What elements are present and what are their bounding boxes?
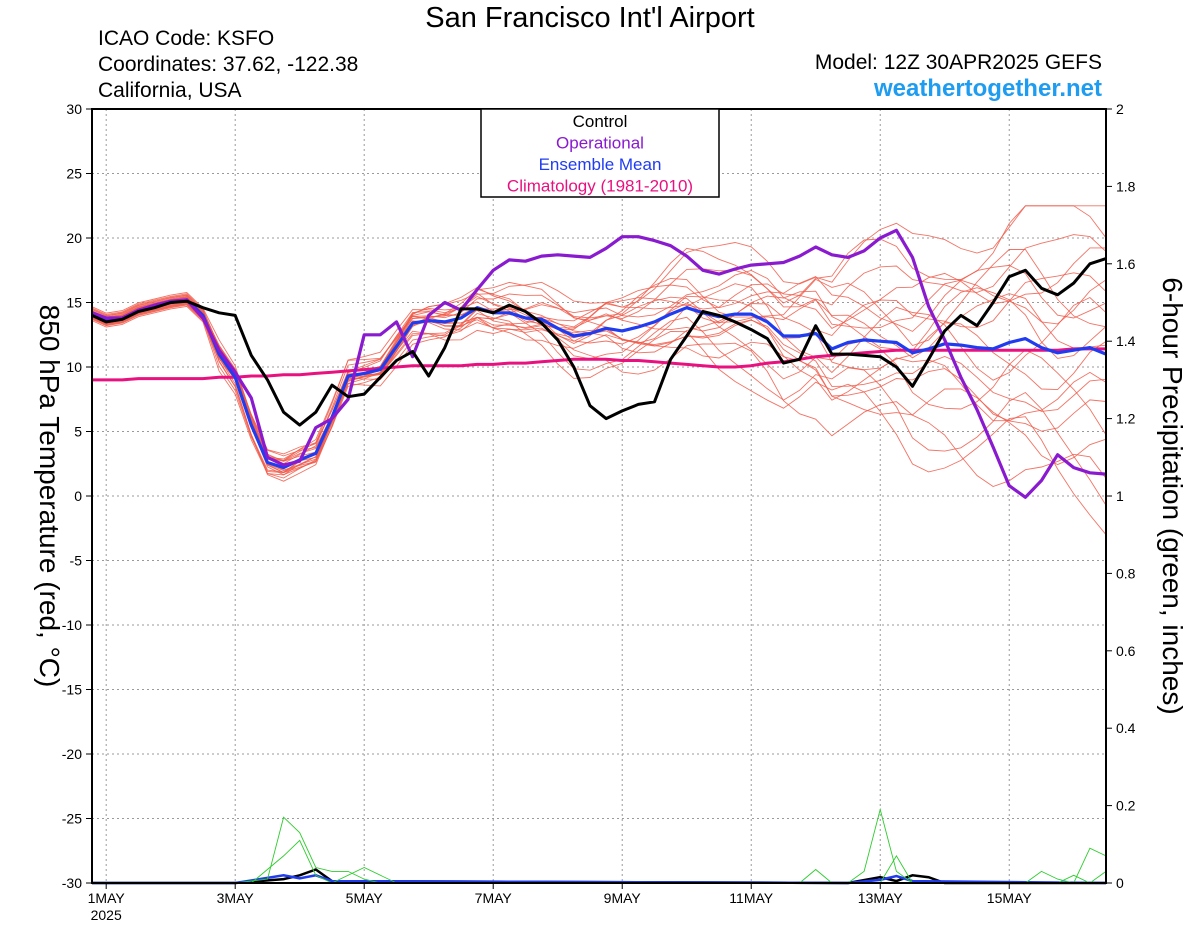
y-tick-label: 25: [66, 166, 82, 182]
y2-tick-label: 0.8: [1116, 565, 1136, 581]
model-run: Model: 12Z 30APR2025 GEFS: [814, 51, 1102, 74]
x-tick-sublabel: 2025: [91, 907, 122, 923]
y2-tick-label: 2: [1116, 101, 1124, 117]
member-line-17: [91, 301, 1107, 473]
y-tick-label: -25: [62, 811, 82, 827]
y-tick-label: -5: [70, 553, 83, 569]
right-axis-ticks: 2 1.8 1.6 1.4 1.2 1 0.8 0.6 0.4 0.2 0: [1106, 101, 1136, 891]
precip-series-11: [799, 868, 833, 884]
member-line-9: [91, 249, 1107, 460]
y2-tick-label: 0.4: [1116, 720, 1136, 736]
x-tick-label: 15MAY: [987, 890, 1033, 906]
y2-tick-label: 1.8: [1116, 178, 1136, 194]
y2-tick-label: 0.6: [1116, 643, 1136, 659]
x-tick-label: 11MAY: [729, 890, 773, 906]
y2-tick-label: 0.2: [1116, 798, 1136, 814]
x-tick-label: 1MAY: [88, 890, 126, 906]
y-tick-label: 0: [74, 488, 82, 504]
legend-entry: Ensemble Mean: [539, 155, 662, 174]
y2-tick-label: 1: [1116, 488, 1124, 504]
x-tick-label: 3MAY: [217, 890, 255, 906]
y2-tick-label: 0: [1116, 875, 1124, 891]
ensemble-members: [91, 205, 1107, 535]
y2-axis-label: 6-hour Precipitation (green, inches): [1157, 277, 1188, 714]
control-line: [91, 257, 1107, 427]
precip-series-13: [1057, 871, 1107, 884]
y-tick-label: 15: [66, 295, 82, 311]
member-line-15: [91, 305, 1107, 535]
x-tick-label: 5MAY: [346, 890, 384, 906]
main-series: [91, 228, 1107, 499]
precip-series-12: [1025, 847, 1107, 884]
y2-tick-label: 1.2: [1116, 411, 1136, 427]
precip-series-10: [879, 855, 913, 884]
member-line-7: [91, 205, 1107, 461]
y-tick-label: 30: [66, 101, 82, 117]
y2-tick-label: 1.6: [1116, 256, 1136, 272]
x-tick-label: 9MAY: [604, 890, 642, 906]
member-line-11: [91, 287, 1107, 457]
climatology-line: [92, 347, 1106, 382]
coordinates: Coordinates: 37.62, -122.38: [98, 53, 359, 76]
legend-box: [480, 108, 720, 198]
icao-code: ICAO Code: KSFO: [98, 27, 275, 50]
precip-series-8: [251, 839, 397, 884]
legend-entry: Operational: [556, 134, 644, 153]
operational-line: [91, 228, 1107, 499]
y2-tick-label: 1.4: [1116, 333, 1136, 349]
member-line-14: [91, 205, 1106, 462]
left-axis-ticks: 30 25 20 15 10 5 0 -5 -10 -15 -20 -25 -30: [62, 101, 92, 891]
y-tick-label: -15: [62, 682, 82, 698]
y-tick-label: 10: [66, 359, 82, 375]
y-tick-label: 20: [66, 230, 82, 246]
site-name: weathertogether.net: [873, 75, 1102, 102]
chart-title: San Francisco Int'l Airport: [425, 2, 755, 34]
region: California, USA: [98, 79, 242, 102]
x-tick-label: 7MAY: [475, 890, 513, 906]
member-line-1: [91, 279, 1107, 462]
precip-series-7: [92, 816, 397, 884]
legend-entry: Climatology (1981-2010): [507, 177, 693, 196]
y-tick-label: -30: [62, 875, 82, 891]
y-tick-label: 5: [74, 424, 82, 440]
precip-lines: [92, 807, 1107, 885]
y-axis-label: 850 hPa Temperature (red, °C): [34, 305, 65, 688]
legend-entry: Control: [573, 112, 628, 131]
y-tick-label: -10: [62, 617, 82, 633]
y-tick-label: -20: [62, 746, 82, 762]
x-tick-label: 13MAY: [858, 890, 904, 906]
legend: Control Operational Ensemble Mean Climatolo…: [480, 108, 720, 198]
precip-series-9: [847, 807, 913, 884]
gridlines: [92, 109, 1106, 883]
